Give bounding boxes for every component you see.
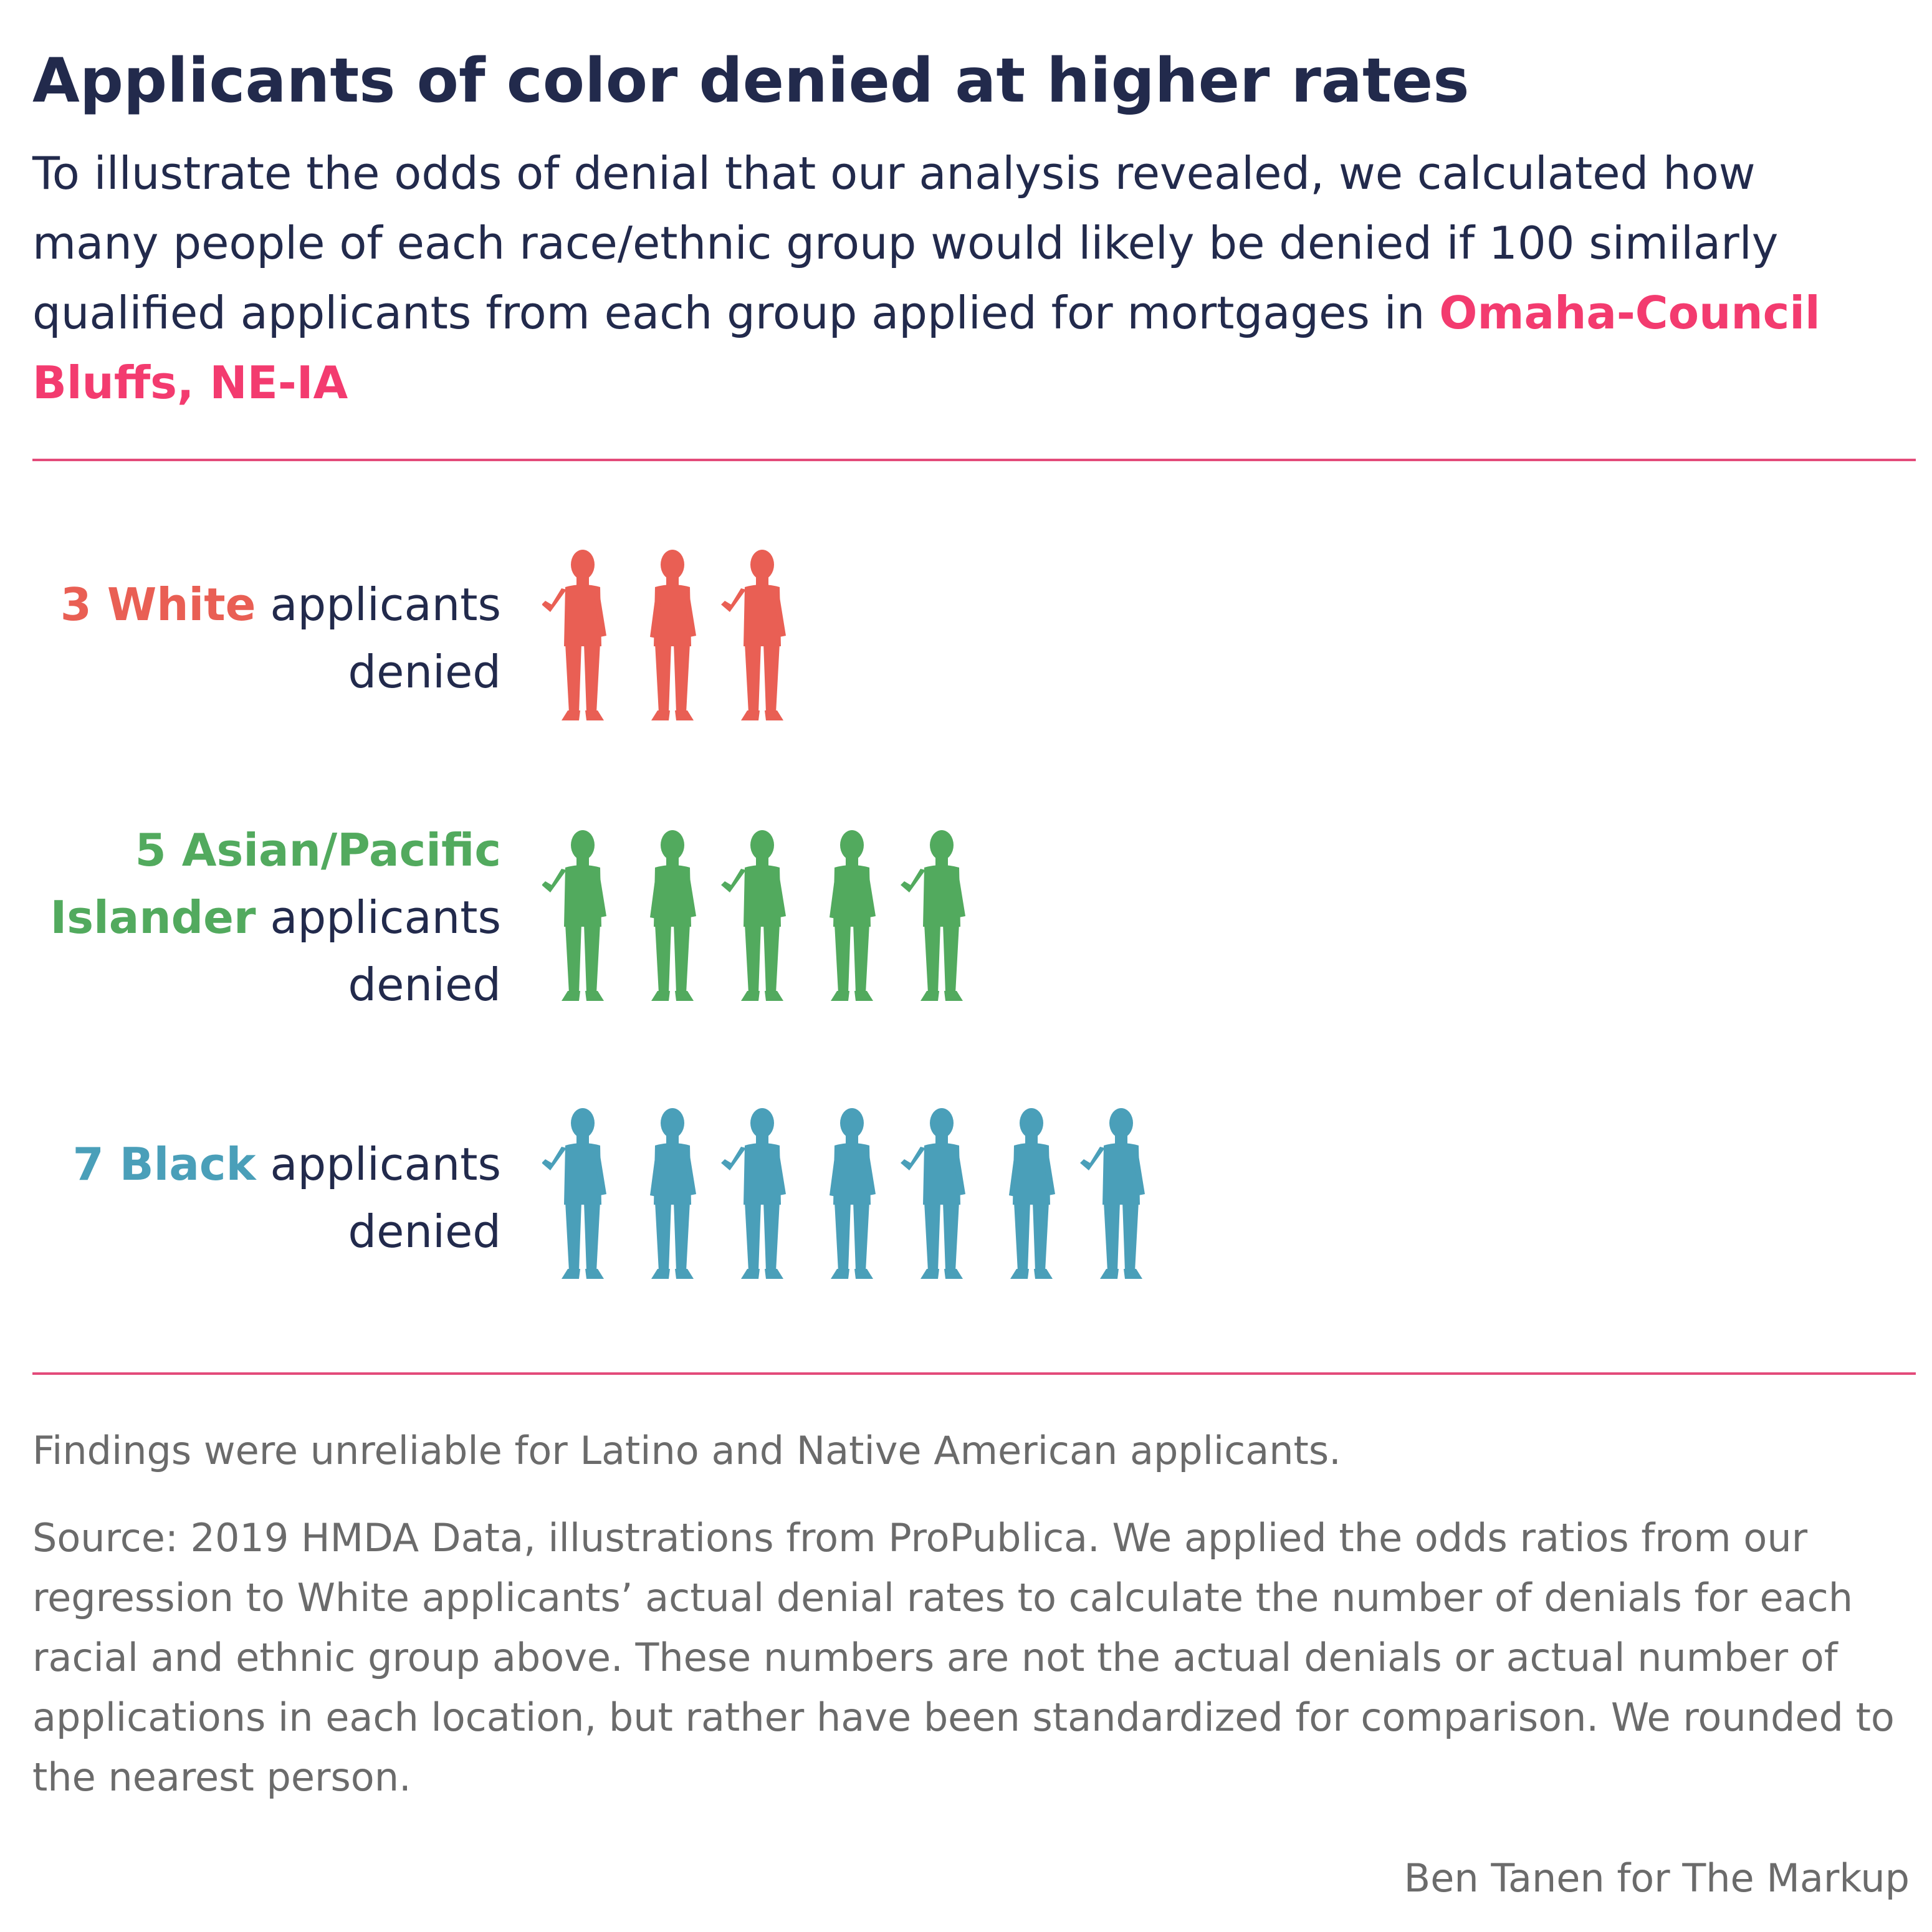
credit: Ben Tanen for The Markup: [1404, 1855, 1910, 1901]
person-icon: [721, 830, 786, 1001]
chart-subtitle: To illustrate the odds of denial that ou…: [32, 138, 1896, 418]
top-divider: [32, 459, 1916, 461]
person-icon: [1009, 1108, 1055, 1279]
row-label-group: 3 White: [60, 578, 256, 631]
row-suffix: applicants denied: [256, 578, 501, 698]
row-group: Asian/Pacific Islander: [50, 824, 501, 944]
person-icon: [542, 830, 606, 1001]
row-label-white: 3 White applicants denied: [0, 571, 501, 705]
pictogram-svg: [542, 830, 965, 1001]
row-label-group: 5 Asian/Pacific Islander: [50, 824, 501, 944]
footnote: Findings were unreliable for Latino and …: [32, 1428, 1341, 1473]
row-label-black: 7 Black applicants denied: [0, 1131, 501, 1265]
person-icon: [721, 550, 786, 720]
person-icon: [901, 830, 965, 1001]
person-icon: [650, 1108, 696, 1279]
row-suffix: applicants denied: [256, 1138, 501, 1258]
subtitle-text: To illustrate the odds of denial that ou…: [32, 147, 1779, 339]
subtitle-place: Omaha-Council Bluffs, NE-IA: [32, 287, 1820, 409]
figures-black: [542, 1102, 1170, 1289]
chart-title: Applicants of color denied at higher rat…: [32, 45, 1470, 117]
person-icon: [1080, 1108, 1145, 1279]
source-note: Source: 2019 HMDA Data, illustrations fr…: [32, 1515, 1895, 1800]
row-group: White: [107, 578, 256, 631]
person-icon: [830, 1108, 876, 1279]
row-count: 3: [60, 578, 92, 631]
person-icon: [901, 1108, 965, 1279]
row-label-asian-pacific-islander: 5 Asian/Pacific Islander applicants deni…: [0, 816, 501, 1018]
figures-asian-pacific-islander: [542, 824, 991, 1011]
row-count: 7: [72, 1138, 104, 1190]
row-group: Black: [119, 1138, 256, 1190]
person-icon: [542, 1108, 606, 1279]
pictogram-svg: [542, 550, 786, 720]
bottom-divider: [32, 1372, 1916, 1375]
person-icon: [650, 550, 696, 720]
figures-white: [542, 543, 811, 730]
row-label-group: 7 Black: [73, 1138, 256, 1190]
person-icon: [650, 830, 696, 1001]
person-icon: [830, 830, 876, 1001]
row-suffix: applicants denied: [256, 891, 501, 1011]
row-count: 5: [135, 824, 166, 876]
person-icon: [542, 550, 606, 720]
person-icon: [721, 1108, 786, 1279]
pictogram-svg: [542, 1108, 1145, 1279]
